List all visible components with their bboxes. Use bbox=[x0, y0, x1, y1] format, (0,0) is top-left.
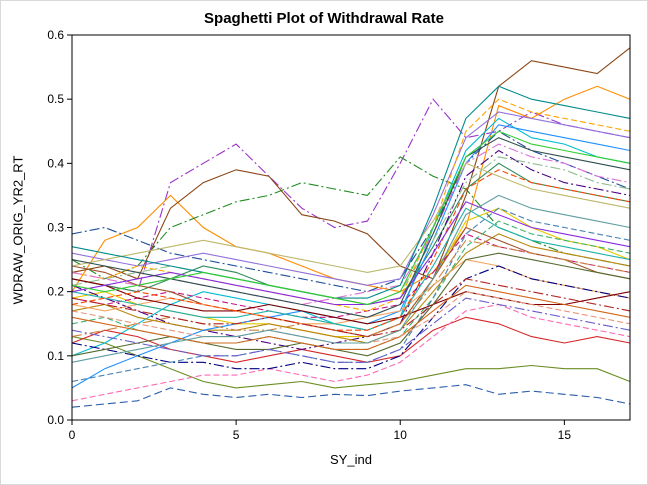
y-tick-label: 0.5 bbox=[47, 92, 64, 106]
series-line-22 bbox=[71, 265, 631, 370]
x-tick-label: 10 bbox=[394, 428, 408, 442]
y-tick-label: 0.0 bbox=[47, 413, 64, 427]
series-line-33 bbox=[71, 85, 631, 299]
series-line-14 bbox=[71, 233, 631, 344]
series-line-32 bbox=[71, 169, 631, 331]
series-line-37 bbox=[71, 291, 631, 344]
series-line-8 bbox=[71, 316, 631, 363]
axes: 0.0 0.1 0.2 0.3 0.4 0.5 0.6 0 5 10 15 bbox=[47, 28, 631, 442]
y-tick-label: 0.3 bbox=[47, 221, 64, 235]
series-line-38 bbox=[71, 130, 631, 306]
series-line-5 bbox=[71, 156, 631, 280]
series-line-2 bbox=[71, 336, 631, 389]
x-tick-label: 5 bbox=[233, 428, 240, 442]
series-line-31 bbox=[71, 162, 631, 273]
chart-title: Spaghetti Plot of Withdrawal Rate bbox=[204, 10, 444, 27]
series-line-23 bbox=[71, 98, 631, 312]
series-line-3 bbox=[71, 98, 631, 293]
x-tick-label: 15 bbox=[558, 428, 572, 442]
series-line-39 bbox=[71, 278, 631, 338]
series-line-25 bbox=[71, 278, 631, 325]
x-tick-label: 0 bbox=[69, 428, 76, 442]
x-axis-label: SY_ind bbox=[330, 452, 372, 467]
series-line-6 bbox=[71, 47, 631, 280]
y-tick-label: 0.4 bbox=[47, 156, 64, 170]
series-line-19 bbox=[71, 111, 631, 286]
series-line-30 bbox=[71, 297, 631, 363]
series-line-29 bbox=[71, 284, 631, 350]
y-tick-label: 0.1 bbox=[47, 349, 64, 363]
y-tick-label: 0.6 bbox=[47, 28, 64, 42]
series-line-15 bbox=[71, 303, 631, 402]
series-line-9 bbox=[71, 130, 631, 293]
series-line-34 bbox=[71, 201, 631, 306]
series-line-4 bbox=[71, 85, 631, 293]
series-lines bbox=[71, 47, 631, 408]
series-line-27 bbox=[71, 252, 631, 357]
series-line-12 bbox=[71, 162, 631, 306]
y-tick-label: 0.2 bbox=[47, 285, 64, 299]
series-line-40 bbox=[71, 194, 631, 363]
series-line-1 bbox=[71, 384, 631, 408]
series-line-36 bbox=[71, 137, 631, 318]
series-line-24 bbox=[71, 207, 631, 331]
